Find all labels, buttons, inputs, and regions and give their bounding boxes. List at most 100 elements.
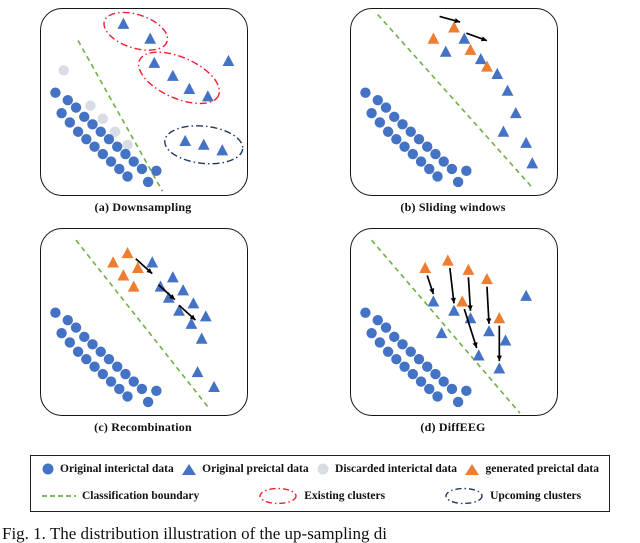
- interictal-point: [136, 163, 148, 175]
- interictal-point: [114, 383, 125, 395]
- legend-item-generated-preictal: generated preictal data: [464, 463, 599, 476]
- interictal-point: [56, 327, 67, 339]
- discarded-interictal-point: [58, 65, 69, 76]
- interictal-point: [446, 163, 458, 175]
- legend-label-existing-clusters: Existing clusters: [304, 490, 386, 502]
- panel-b-plot: [350, 8, 558, 196]
- interictal-point: [122, 391, 133, 402]
- preictal-point: [458, 32, 471, 44]
- panel-recombination: (c) Recombination: [40, 228, 248, 435]
- preictal-point: [520, 136, 532, 148]
- preictal-point: [177, 284, 190, 296]
- generated-preictal-point: [427, 32, 440, 44]
- interictal-point: [438, 376, 449, 387]
- preictal-point: [509, 106, 522, 119]
- interictal-point: [136, 383, 148, 395]
- preictal-point: [191, 366, 204, 378]
- preictal-point: [222, 54, 235, 67]
- interictal-point: [452, 176, 464, 188]
- red-cluster-ellipse: [137, 51, 221, 105]
- figure-caption: Fig. 1. The distribution illustration of…: [2, 524, 387, 543]
- panel-diffeeg: (d) DiffEEG: [350, 228, 558, 435]
- interictal-point: [50, 307, 61, 318]
- interictal-point: [64, 337, 76, 348]
- generated-preictal-point: [441, 254, 454, 266]
- interictal-point: [103, 134, 115, 145]
- interictal-point: [424, 163, 435, 175]
- shift-arrow-head: [146, 268, 153, 274]
- legend-label-classification-boundary: Classification boundary: [82, 490, 200, 502]
- interictal-point: [380, 102, 392, 113]
- generated-preictal-point: [493, 312, 506, 324]
- interictal-point: [422, 361, 433, 372]
- interictal-point: [391, 354, 402, 365]
- preictal-point: [474, 53, 487, 65]
- interictal-point: [120, 368, 131, 380]
- preictal-point: [148, 56, 161, 68]
- interictal-point: [89, 141, 100, 152]
- interictal-point: [374, 337, 386, 348]
- preictal-point: [146, 256, 159, 268]
- discarded-interictal-point: [109, 126, 121, 137]
- interictal-point: [432, 171, 443, 182]
- panel-a-plot: [40, 8, 248, 196]
- interictal-point: [399, 141, 410, 152]
- generated-preictal-point: [456, 295, 469, 307]
- interictal-point: [79, 111, 90, 123]
- interictal-point: [72, 126, 84, 137]
- interictal-point: [105, 376, 117, 387]
- preictal-point: [472, 349, 485, 361]
- shift-arrow-head: [454, 18, 461, 24]
- generated-preictal-point: [462, 263, 475, 275]
- preictal-point: [162, 291, 175, 303]
- interictal-point: [97, 148, 108, 160]
- interictal-point: [142, 396, 154, 408]
- generated-preictal-point: [419, 261, 432, 274]
- preictal-point: [483, 325, 495, 337]
- interictal-point: [430, 148, 441, 160]
- interictal-point: [114, 163, 125, 175]
- interictal-point: [128, 156, 139, 167]
- legend-label-generated-preictal: generated preictal data: [485, 463, 599, 475]
- interictal-point: [62, 94, 73, 106]
- interictal-point: [405, 346, 416, 357]
- generated-preictal-point: [131, 261, 144, 274]
- legend-box: Original interictal data Original preict…: [30, 455, 610, 512]
- interictal-point: [79, 331, 90, 343]
- panel-downsampling: (a) Downsampling: [40, 8, 248, 215]
- shift-arrow-head: [480, 36, 487, 42]
- preictal-point: [216, 144, 229, 156]
- preictal-point: [435, 326, 448, 339]
- interictal-point: [372, 94, 383, 106]
- interictal-point: [391, 134, 402, 145]
- preictal-point: [195, 332, 208, 344]
- legend-item-upcoming-clusters: Upcoming clusters: [443, 486, 581, 506]
- shift-arrow: [463, 308, 478, 349]
- generated-preictal-point: [448, 21, 460, 33]
- interictal-point: [103, 354, 115, 365]
- preictal-point: [439, 45, 452, 57]
- preictal-point: [493, 362, 506, 374]
- shift-arrow-head: [169, 294, 175, 300]
- interictal-point: [95, 346, 106, 357]
- classification-boundary-line: [370, 239, 521, 414]
- preictal-point: [187, 297, 200, 309]
- preictal-point: [144, 32, 157, 44]
- legend-item-classification-boundary: Classification boundary: [41, 490, 199, 502]
- panel-c-plot: [40, 228, 248, 416]
- interictal-point: [407, 148, 418, 160]
- shift-arrow-head: [450, 297, 456, 304]
- interictal-point: [366, 107, 377, 119]
- generated-preictal-point: [121, 246, 134, 259]
- preictal-point: [201, 90, 214, 102]
- preictal-point: [520, 289, 532, 301]
- panel-a-label: (a) Downsampling: [94, 200, 192, 214]
- shift-arrow-head: [467, 305, 473, 311]
- interictal-point: [432, 391, 443, 402]
- panel-c-label: (c) Recombination: [94, 420, 192, 434]
- red-ellipse-icon: [257, 486, 299, 506]
- red-cluster-ellipse: [103, 11, 169, 51]
- generated-preictal-point: [481, 60, 493, 72]
- interictal-point: [407, 368, 418, 380]
- interictal-point: [81, 134, 92, 145]
